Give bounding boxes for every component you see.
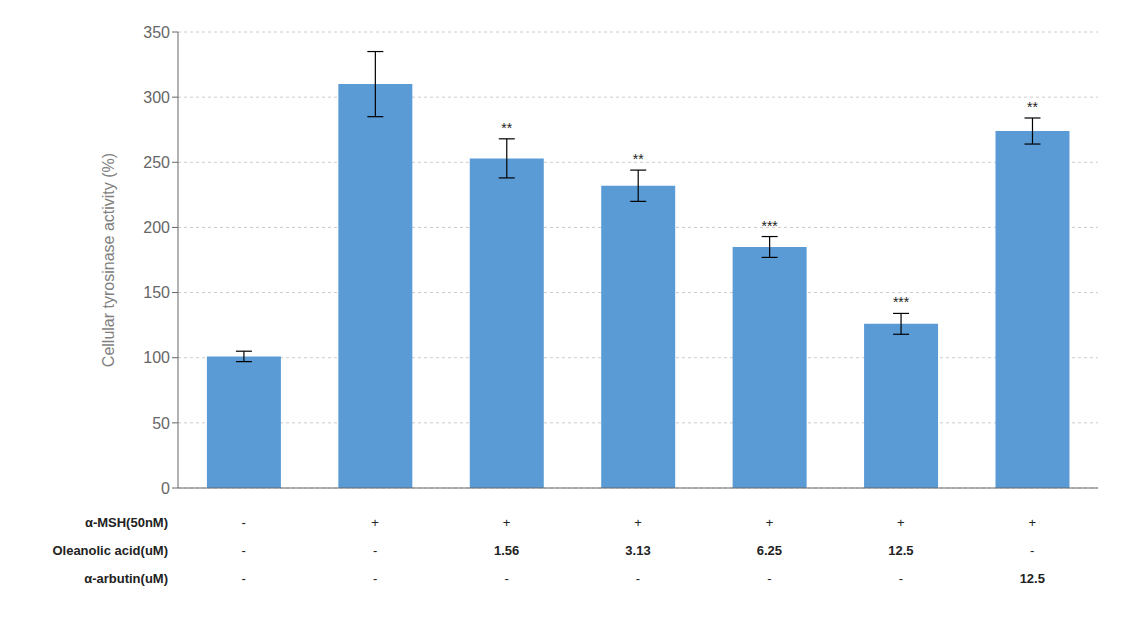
svg-text:+: + <box>766 515 774 530</box>
svg-text:100: 100 <box>143 349 170 366</box>
svg-text:-: - <box>373 571 377 586</box>
svg-text:150: 150 <box>143 284 170 301</box>
svg-text:50: 50 <box>152 415 170 432</box>
svg-text:1.56: 1.56 <box>494 543 519 558</box>
svg-text:**: ** <box>1027 99 1038 115</box>
svg-text:250: 250 <box>143 154 170 171</box>
svg-text:**: ** <box>633 151 644 167</box>
svg-text:3.13: 3.13 <box>625 543 650 558</box>
svg-text:0: 0 <box>161 480 170 497</box>
svg-text:12.5: 12.5 <box>1020 571 1045 586</box>
svg-text:***: *** <box>761 218 778 234</box>
svg-text:6.25: 6.25 <box>757 543 782 558</box>
svg-text:-: - <box>242 571 246 586</box>
svg-text:+: + <box>897 515 905 530</box>
svg-text:-: - <box>1030 543 1034 558</box>
svg-text:Oleanolic acid(uM): Oleanolic acid(uM) <box>52 543 168 558</box>
svg-text:α-arbutin(uM): α-arbutin(uM) <box>84 571 168 586</box>
svg-text:-: - <box>767 571 771 586</box>
svg-text:***: *** <box>893 294 910 310</box>
svg-text:12.5: 12.5 <box>888 543 913 558</box>
svg-text:-: - <box>242 515 246 530</box>
svg-text:-: - <box>636 571 640 586</box>
svg-text:300: 300 <box>143 89 170 106</box>
svg-text:α-MSH(50nM): α-MSH(50nM) <box>85 515 168 530</box>
svg-text:350: 350 <box>143 24 170 41</box>
svg-text:-: - <box>899 571 903 586</box>
svg-text:-: - <box>504 571 508 586</box>
svg-text:+: + <box>634 515 642 530</box>
svg-text:Cellular tyrosinase activity (: Cellular tyrosinase activity (%) <box>100 153 117 367</box>
svg-text:-: - <box>373 543 377 558</box>
svg-text:200: 200 <box>143 219 170 236</box>
svg-text:**: ** <box>501 120 512 136</box>
svg-text:+: + <box>1028 515 1036 530</box>
svg-text:+: + <box>503 515 511 530</box>
svg-text:+: + <box>371 515 379 530</box>
svg-text:-: - <box>242 543 246 558</box>
